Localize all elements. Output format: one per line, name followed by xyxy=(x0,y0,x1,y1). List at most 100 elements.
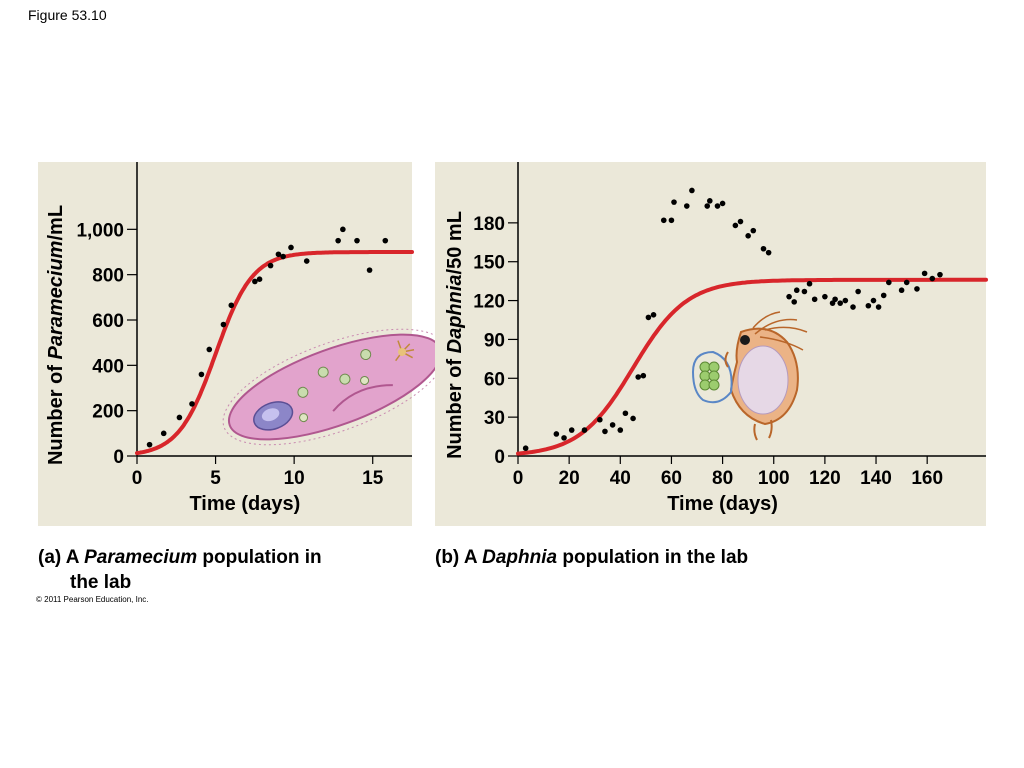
plot-area-daphnia: 0 30 60 90 120 150 180 0 20 40 60 80 100 120 140 160 Tim… xyxy=(444,162,986,515)
y-axis-title-pre: Number of xyxy=(45,359,67,465)
y-tick-label: 1,000 xyxy=(76,220,124,241)
data-point xyxy=(898,287,905,294)
data-point xyxy=(671,199,677,205)
data-point xyxy=(640,372,647,379)
y-axis-title: Number of Paramecium/mL xyxy=(45,205,67,465)
x-tick-label: 60 xyxy=(661,468,682,489)
plot-area-paramecium: 0 200 400 600 800 1,000 0 5 10 15 Time (days) Numbe… xyxy=(45,162,412,515)
data-point xyxy=(914,286,920,292)
x-tick-label: 120 xyxy=(809,468,841,489)
y-axis-title-species: Daphnia xyxy=(444,274,466,353)
y-tick-label: 400 xyxy=(92,356,124,377)
y-tick-label: 30 xyxy=(484,408,505,429)
y-tick-label: 120 xyxy=(473,292,505,313)
caption-a-line2: the lab xyxy=(70,572,132,593)
data-point xyxy=(267,262,274,269)
copyright-notice: © 2011 Pearson Education, Inc. xyxy=(36,595,149,604)
data-point xyxy=(635,374,641,380)
caption-a-prefix: (a) A xyxy=(38,547,85,568)
data-point xyxy=(937,271,943,278)
x-tick-label: 15 xyxy=(362,468,384,489)
paramecium-illustration xyxy=(222,328,448,446)
data-point xyxy=(561,435,567,441)
data-point xyxy=(382,237,389,244)
y-tick-label: 0 xyxy=(113,447,124,468)
data-point xyxy=(366,267,373,273)
data-point xyxy=(870,297,877,304)
y-tick-label: 150 xyxy=(473,253,505,274)
data-point xyxy=(206,346,213,353)
data-point xyxy=(256,276,263,282)
x-tick-label: 140 xyxy=(860,468,892,489)
data-point xyxy=(522,445,529,452)
y-axis-title-unit: /50 mL xyxy=(444,211,466,274)
caption-a-species: Paramecium xyxy=(84,547,198,568)
data-point xyxy=(719,200,726,207)
caption-daphnia: (b) A Daphnia population in the lab xyxy=(435,545,975,570)
chart-paramecium: 0 200 400 600 800 1,000 0 5 10 15 Time (days) Numbe… xyxy=(45,162,448,515)
x-tick-label: 100 xyxy=(758,468,790,489)
data-point xyxy=(786,293,792,300)
caption-b-rest: population in the lab xyxy=(557,547,749,568)
data-point xyxy=(340,226,346,233)
data-point xyxy=(921,270,928,277)
data-point xyxy=(745,233,751,239)
data-point xyxy=(609,422,616,428)
chart-daphnia: 0 30 60 90 120 150 180 0 20 40 60 80 100 120 140 160 Tim… xyxy=(444,162,988,515)
data-point xyxy=(683,203,690,209)
daphnia-illustration xyxy=(691,311,808,441)
x-tick-label: 0 xyxy=(132,468,143,489)
data-point xyxy=(275,251,282,258)
x-tick-label: 0 xyxy=(513,468,524,489)
chart-panel-paramecium: 0 200 400 600 800 1,000 0 5 10 15 Time (days) Numbe… xyxy=(38,162,448,526)
y-axis-title-unit: /mL xyxy=(45,205,67,241)
data-point xyxy=(707,198,713,204)
data-point xyxy=(732,222,739,229)
data-point xyxy=(714,203,721,209)
data-point xyxy=(622,410,629,417)
y-axis-title: Number of Daphnia/50 mL xyxy=(444,211,466,459)
data-point xyxy=(198,371,205,378)
x-tick-label: 160 xyxy=(911,468,943,489)
data-point xyxy=(865,302,872,309)
data-point xyxy=(880,292,887,299)
y-tick-label: 90 xyxy=(484,330,505,351)
data-point xyxy=(668,217,675,224)
x-tick-label: 5 xyxy=(210,468,221,489)
caption-a-rest: population in xyxy=(197,547,322,568)
data-point xyxy=(146,441,153,448)
x-tick-label: 20 xyxy=(559,468,580,489)
data-point xyxy=(750,227,757,234)
data-point xyxy=(886,279,892,286)
x-tick-label: 40 xyxy=(610,468,631,489)
data-point xyxy=(875,304,882,310)
y-axis-title-pre: Number of xyxy=(444,353,466,459)
data-point xyxy=(850,304,856,310)
data-point xyxy=(189,401,195,407)
data-point xyxy=(822,293,828,300)
logistic-curve xyxy=(135,250,414,456)
caption-b-species: Daphnia xyxy=(482,547,558,568)
data-point xyxy=(581,427,588,433)
plot-overlay-paramecium xyxy=(135,226,414,456)
data-point xyxy=(737,218,744,225)
data-point xyxy=(335,237,341,244)
x-tick-label: 80 xyxy=(712,468,733,489)
data-point xyxy=(650,312,657,318)
x-tick-label: 10 xyxy=(284,468,305,489)
data-point xyxy=(220,321,227,328)
data-point xyxy=(354,237,360,244)
data-point xyxy=(791,299,797,305)
data-point xyxy=(842,297,849,304)
data-point xyxy=(176,414,183,421)
data-point xyxy=(806,280,813,287)
caption-b-prefix: (b) A xyxy=(435,547,483,568)
data-point xyxy=(704,203,711,209)
figure-label: Figure 53.10 xyxy=(28,7,107,23)
data-point xyxy=(660,217,667,224)
x-axis-title: Time (days) xyxy=(189,493,300,515)
y-tick-label: 600 xyxy=(92,311,124,332)
y-tick-label: 200 xyxy=(92,402,124,423)
data-point xyxy=(903,279,910,286)
y-tick-label: 0 xyxy=(494,447,505,468)
